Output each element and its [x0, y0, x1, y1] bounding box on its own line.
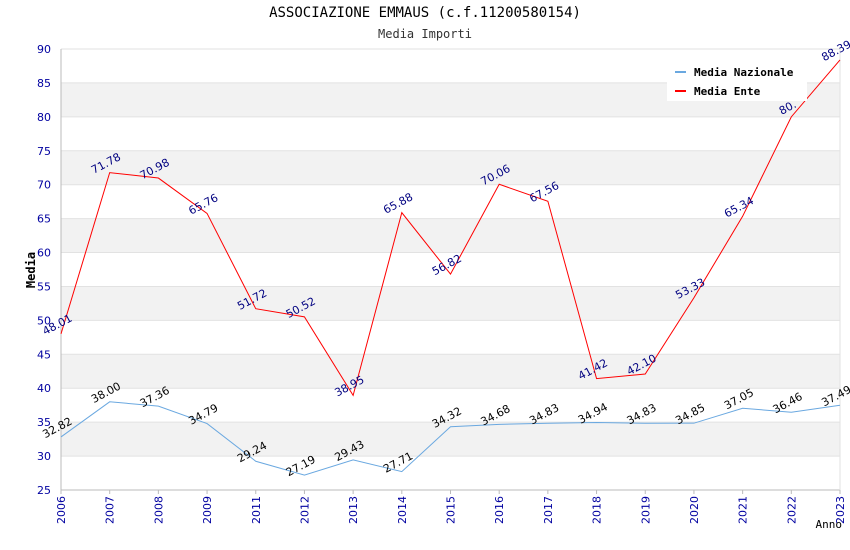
y-tick-label: 70	[37, 179, 51, 192]
x-tick-label: 2019	[639, 496, 652, 524]
x-tick-label: 2018	[591, 496, 604, 524]
x-tick-label: 2006	[55, 496, 68, 524]
x-tick-label: 2014	[396, 496, 409, 524]
y-tick-label: 85	[37, 77, 51, 90]
data-label: 56.82	[430, 252, 464, 278]
chart-title: ASSOCIAZIONE EMMAUS (c.f.11200580154)	[269, 5, 581, 21]
x-tick-label: 2007	[104, 496, 117, 524]
grid-band	[61, 422, 840, 457]
x-tick-label: 2013	[347, 496, 360, 524]
grid-band	[61, 150, 840, 185]
legend-entry: Media Ente	[694, 85, 761, 98]
data-label: 88.39	[819, 38, 850, 64]
x-tick-label: 2021	[737, 496, 750, 524]
y-tick-label: 55	[37, 280, 51, 293]
series-lines	[60, 59, 841, 476]
legend-entry: Media Nazionale	[694, 66, 794, 79]
x-tick-label: 2009	[201, 496, 214, 524]
x-tick-label: 2015	[445, 496, 458, 524]
y-tick-label: 60	[37, 247, 51, 260]
x-tick-label: 2011	[250, 496, 263, 524]
data-label: 37.05	[722, 386, 756, 412]
y-tick-label: 75	[37, 145, 51, 158]
y-tick-label: 40	[37, 382, 51, 395]
data-label: 27.19	[284, 453, 318, 479]
grid-band	[61, 218, 840, 253]
data-label: 65.88	[381, 190, 415, 216]
x-tick-label: 2023	[834, 496, 847, 524]
y-tick-label: 80	[37, 111, 51, 124]
data-label: 65.34	[722, 194, 756, 220]
x-tick-label: 2008	[152, 496, 165, 524]
x-tick-label: 2012	[298, 496, 311, 524]
y-tick-label: 35	[37, 416, 51, 429]
x-tick-labels: 2006 2007 2008 2009 2011 2012 2013 2014 2015 2016…	[55, 490, 847, 524]
y-tick-label: 30	[37, 450, 51, 463]
series-line	[60, 59, 841, 397]
legend: Media Nazionale Media Ente	[667, 61, 807, 101]
grid-band	[61, 354, 840, 389]
x-tick-label: 2022	[785, 496, 798, 524]
series-line	[60, 401, 841, 476]
x-tick-label: 2020	[688, 496, 701, 524]
data-label: 65.76	[186, 191, 220, 217]
legend-box	[667, 61, 807, 101]
y-tick-label: 45	[37, 348, 51, 361]
x-axis-label: Anno	[816, 518, 843, 531]
y-axis-label: Media	[24, 252, 38, 288]
x-tick-label: 2017	[542, 496, 555, 524]
grid-bands	[61, 82, 840, 457]
chart-subtitle: Media Importi	[378, 27, 472, 41]
y-tick-label: 65	[37, 213, 51, 226]
x-tick-label: 2016	[493, 496, 506, 524]
grid-band	[61, 286, 840, 321]
y-tick-label: 50	[37, 314, 51, 327]
y-tick-labels: 25 30 35 40 45 50 55 60 65 70 75 80 85 90	[37, 43, 51, 497]
y-tick-label: 25	[37, 484, 51, 497]
y-tick-label: 90	[37, 43, 51, 56]
